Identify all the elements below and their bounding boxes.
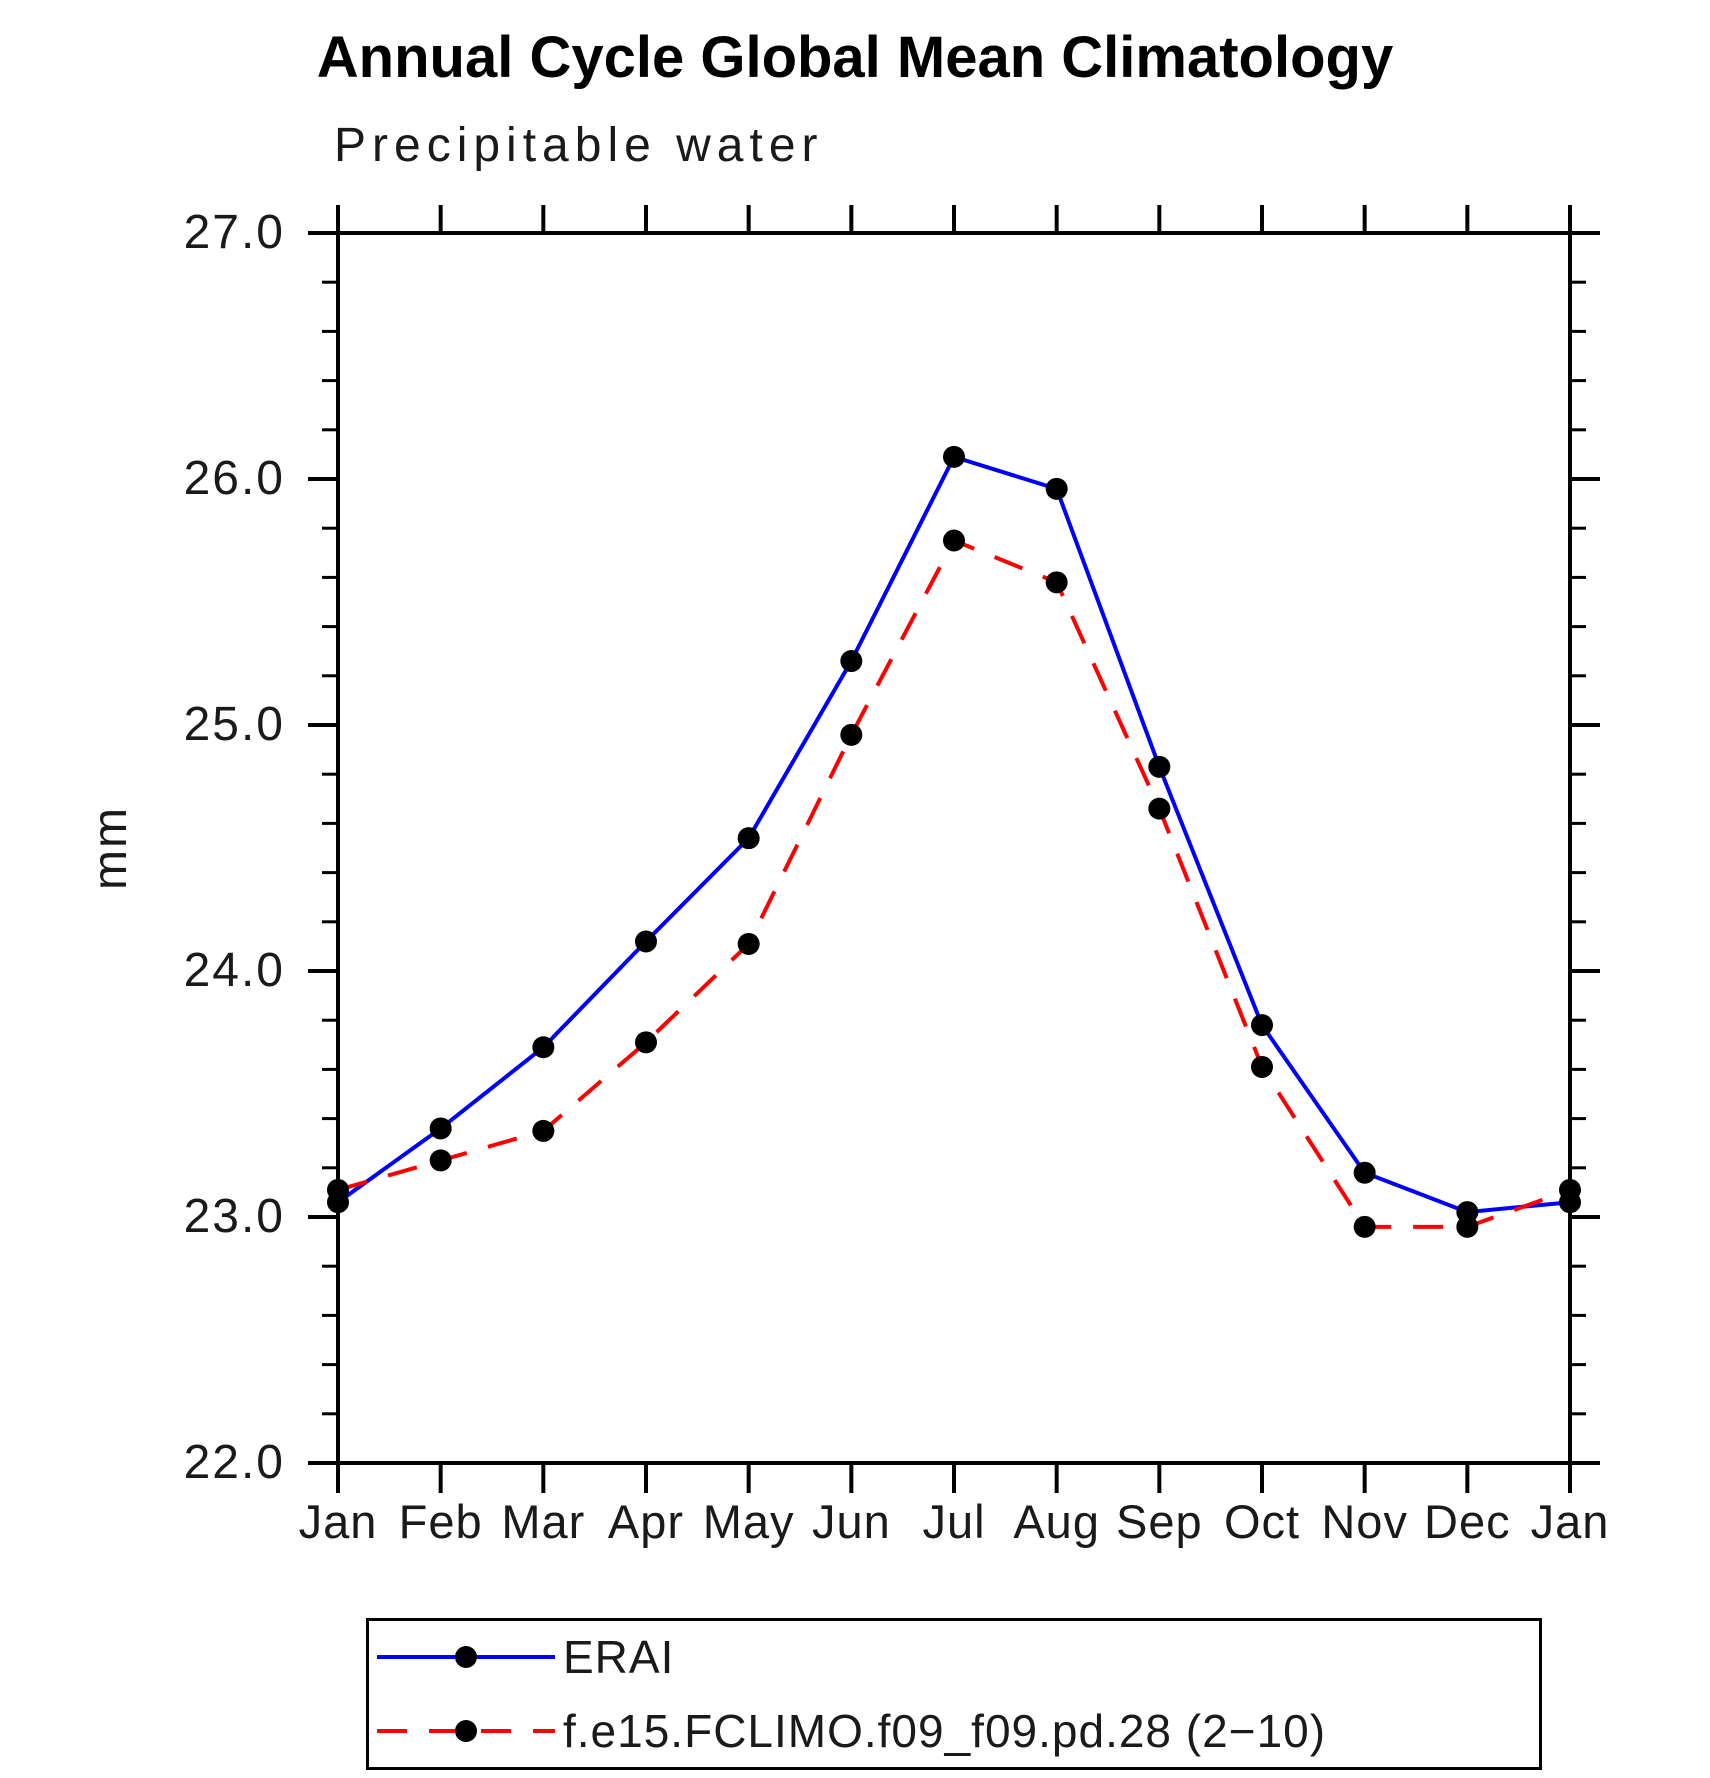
x-tick-label: Mar <box>501 1495 586 1548</box>
series-markers-model <box>327 529 1581 1238</box>
x-tick-label: Feb <box>398 1495 483 1548</box>
y-tick-label: 27.0 <box>183 206 285 259</box>
x-tick-label: Sep <box>1116 1495 1203 1548</box>
x-tick-label: Jun <box>811 1495 891 1548</box>
plot-frame <box>336 231 1572 1465</box>
x-ticks <box>336 205 1572 1493</box>
legend-label-erai: ERAI <box>563 1631 675 1683</box>
series-line-model <box>337 537 1571 1229</box>
x-tick-label: Jan <box>1530 1495 1610 1548</box>
y-minor-ticks <box>322 280 1586 1416</box>
x-tick-label: May <box>702 1495 795 1548</box>
y-tick-label: 24.0 <box>183 944 285 997</box>
legend-row-erai: ERAI <box>369 1620 1539 1694</box>
chart-subtitle: Precipitable water <box>334 119 824 172</box>
chart-title: Annual Cycle Global Mean Climatology <box>316 25 1394 90</box>
legend-box: ERAI f.e15.FCLIMO.f09_f09.pd.28 (2−10) <box>366 1618 1542 1770</box>
series-markers-erai <box>327 445 1581 1224</box>
x-tick-label: Jul <box>922 1495 986 1548</box>
y-tick-label: 26.0 <box>183 452 285 505</box>
x-tick-label: Apr <box>607 1495 685 1548</box>
series-line-erai <box>336 454 1571 1215</box>
y-tick-label: 23.0 <box>183 1190 285 1243</box>
legend-row-model: f.e15.FCLIMO.f09_f09.pd.28 (2−10) <box>369 1694 1539 1768</box>
y-major-ticks <box>308 231 1600 1465</box>
legend-line-sample-erai <box>377 1646 555 1668</box>
x-tick-label: Nov <box>1321 1495 1408 1548</box>
y-tick-label: 22.0 <box>183 1436 285 1489</box>
x-tick-label: Jan <box>298 1495 378 1548</box>
y-tick-label: 25.0 <box>183 698 285 751</box>
x-tick-label: Dec <box>1424 1495 1511 1548</box>
x-tick-label: Aug <box>1013 1495 1100 1548</box>
legend-label-model: f.e15.FCLIMO.f09_f09.pd.28 (2−10) <box>563 1705 1327 1757</box>
legend-line-sample-model <box>377 1720 555 1742</box>
x-tick-label: Oct <box>1223 1495 1301 1548</box>
